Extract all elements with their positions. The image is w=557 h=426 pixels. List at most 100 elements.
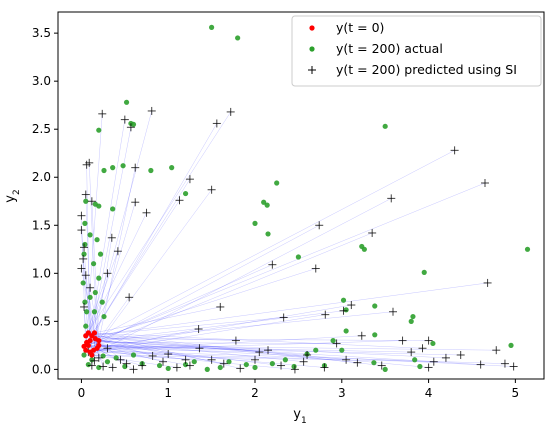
predicted-point <box>311 264 320 273</box>
y-tick-label: 2.0 <box>32 170 51 184</box>
actual-series <box>80 24 531 372</box>
prediction-link <box>86 164 91 353</box>
legend-marker-initial <box>309 25 315 31</box>
actual-point <box>82 220 88 226</box>
y-tick-label: 2.5 <box>32 122 51 136</box>
predicted-point <box>357 331 366 340</box>
actual-point <box>83 198 89 204</box>
predicted-point <box>264 346 273 355</box>
actual-point <box>84 309 90 315</box>
predicted-point <box>398 336 407 345</box>
predicted-point <box>98 109 107 118</box>
legend-marker-predicted <box>308 66 316 74</box>
prediction-link <box>93 335 362 351</box>
actual-point <box>94 237 100 243</box>
predicted-point <box>87 361 96 370</box>
predicted-point <box>407 348 416 357</box>
predicted-point <box>268 260 277 269</box>
prediction-link <box>85 225 320 351</box>
actual-point <box>313 347 319 353</box>
initial-point <box>84 339 90 346</box>
prediction-link <box>83 182 486 347</box>
prediction-link <box>86 342 337 344</box>
predicted-point <box>125 293 134 302</box>
predicted-point <box>290 365 299 374</box>
prediction-link <box>98 340 304 362</box>
prediction-link <box>91 335 104 367</box>
x-axis-label-sub: 1 <box>301 416 307 426</box>
prediction-link <box>88 332 241 369</box>
predicted-point <box>147 106 156 115</box>
prediction-link <box>98 345 497 351</box>
actual-point <box>101 313 107 320</box>
actual-point <box>81 251 87 257</box>
prediction-link <box>90 314 326 353</box>
actual-point <box>82 241 88 248</box>
actual-point <box>87 232 93 238</box>
prediction-link <box>98 232 373 346</box>
legend-marker-actual <box>309 46 315 52</box>
actual-point <box>372 332 378 338</box>
predicted-point <box>231 336 240 345</box>
y-tick-label: 0.0 <box>32 362 51 376</box>
predicted-point <box>122 359 131 368</box>
predicted-point <box>85 158 94 167</box>
actual-point <box>265 231 271 237</box>
prediction-link <box>91 354 212 361</box>
actual-point <box>204 366 210 372</box>
predicted-point <box>509 362 518 371</box>
predicted-point <box>500 359 509 368</box>
prediction-link <box>89 127 132 341</box>
actual-point <box>226 359 232 365</box>
actual-point <box>508 342 514 348</box>
x-axis-ticks: 0 1 2 3 4 5 <box>78 379 519 400</box>
predicted-point <box>476 360 485 369</box>
predicted-point <box>377 361 386 370</box>
predicted-point <box>148 351 157 360</box>
x-tick-label: 4 <box>425 386 433 400</box>
x-tick-label: 3 <box>338 386 346 400</box>
actual-point <box>372 303 378 309</box>
actual-point <box>264 202 270 208</box>
prediction-link <box>93 237 113 351</box>
predicted-point <box>103 269 112 278</box>
predicted-point <box>195 344 204 353</box>
legend: y(t = 0) y(t = 200) actual y(t = 200) pr… <box>291 15 542 87</box>
predicted-point <box>321 310 330 319</box>
actual-point <box>361 246 367 252</box>
predicted-point <box>175 196 184 205</box>
predicted-point <box>90 356 99 365</box>
actual-point <box>261 199 267 205</box>
y-axis-label: y2 <box>3 189 22 202</box>
predicted-point <box>424 363 433 372</box>
y-axis-label-sub: 2 <box>12 189 22 195</box>
initial-point <box>81 343 87 349</box>
predicted-point <box>216 302 225 311</box>
predicted-point <box>339 306 348 315</box>
predicted-point <box>219 359 228 368</box>
predicted-point <box>77 264 86 273</box>
prediction-link <box>88 264 273 346</box>
predicted-point <box>107 233 116 242</box>
actual-point <box>191 359 197 365</box>
initial-point <box>90 347 97 353</box>
y-tick-label: 1.5 <box>32 218 51 232</box>
prediction-links <box>81 110 514 370</box>
prediction-link <box>98 167 136 341</box>
x-tick-label: 0 <box>78 386 86 400</box>
predicted-point <box>126 123 135 132</box>
prediction-link <box>93 340 403 351</box>
predicted-point <box>185 361 194 370</box>
actual-point <box>330 337 336 344</box>
predicted-point <box>424 336 433 345</box>
y-tick-label: 3.0 <box>32 74 51 88</box>
legend-label-actual: y(t = 200) actual <box>336 41 443 56</box>
predicted-point <box>483 278 492 287</box>
predicted-series <box>77 106 518 374</box>
x-tick-label: 1 <box>164 386 172 400</box>
predicted-point <box>131 163 140 172</box>
prediction-link <box>93 189 212 351</box>
predicted-point <box>108 363 117 372</box>
actual-point <box>339 347 345 353</box>
